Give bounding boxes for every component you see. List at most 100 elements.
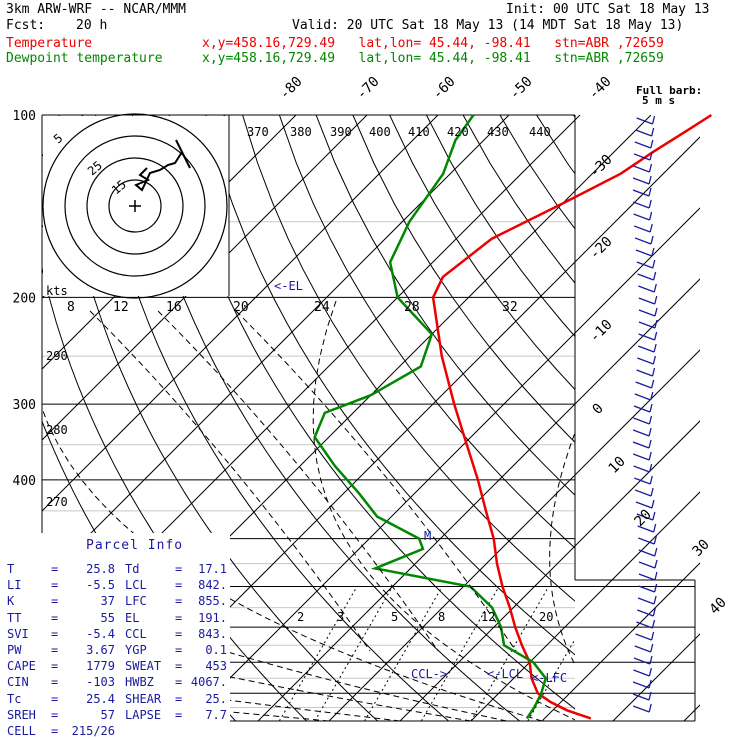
wind-barb-flag (648, 667, 653, 677)
wind-barb-flag (653, 583, 658, 593)
wind-barb (634, 489, 652, 497)
wind-barb (635, 633, 652, 641)
wind-barb (636, 621, 653, 629)
wind-barb (636, 513, 654, 521)
parcel-value: 3.67 (86, 643, 115, 657)
wind-barb (637, 597, 655, 605)
parcel-value: 842. (198, 578, 227, 593)
parcel-value: 25. (205, 691, 227, 706)
mixing-ratio-line (364, 586, 443, 721)
theta-label: 420 (447, 125, 469, 139)
temperature-line (431, 113, 713, 720)
equals-sign: = (175, 610, 183, 625)
isotherm-line (470, 491, 700, 721)
pressure-tick-label: 400 (13, 474, 36, 489)
wind-barb-flag (650, 235, 654, 245)
m-annotation: M (424, 529, 431, 543)
wind-barb (638, 333, 655, 341)
wind-barb-flag (648, 463, 653, 473)
parcel-value: -5.5 (86, 578, 115, 593)
wind-barb (632, 201, 650, 209)
hodograph-ring (108, 179, 162, 233)
parcel-key: HWBZ (125, 675, 154, 690)
parcel-value: 0.1 (205, 643, 227, 657)
wind-barb (638, 549, 656, 557)
hodograph-ring (86, 157, 184, 255)
hodograph-ring (42, 113, 228, 299)
mixing-ratio-line (527, 638, 575, 721)
parcel-value: 191. (198, 610, 227, 625)
dry-adiabat (536, 115, 575, 175)
theta-label: 440 (529, 125, 551, 139)
parcel-info-row: LI = -5.5 LCL = 842. (7, 577, 227, 593)
wind-barb-flag (648, 427, 652, 437)
mixing-ratio-line (314, 586, 393, 721)
wind-barb-flag (650, 643, 654, 653)
dry-adiabat (647, 115, 740, 721)
wind-barb (636, 117, 653, 125)
wind-barb (635, 249, 653, 257)
parcel-key: CIN (7, 675, 29, 690)
wind-barb-flag (651, 115, 656, 125)
wind-barb (638, 585, 655, 593)
isotherm-line (257, 278, 700, 721)
parcel-value: 843. (198, 626, 227, 641)
dry-adiabat (720, 115, 740, 721)
equals-sign: = (175, 626, 183, 641)
wind-barb (636, 369, 653, 377)
wind-barb (634, 237, 652, 245)
wind-barb (632, 189, 650, 197)
wind-barb-flag (648, 211, 653, 221)
temperature-axis-label: -40 (586, 74, 615, 103)
wind-barb (637, 357, 654, 365)
parcel-value: 57 (100, 707, 115, 722)
dry-adiabat (58, 115, 378, 721)
wind-barb (635, 381, 652, 389)
wind-barb-flag (649, 403, 653, 413)
wind-barb-flag (654, 307, 658, 317)
equals-sign: = (51, 691, 59, 706)
dry-adiabat (572, 115, 575, 119)
parcel-value: 215/26 (71, 724, 115, 738)
wind-barb (634, 393, 651, 401)
equals-sign: = (51, 707, 59, 722)
wind-barb (633, 669, 650, 677)
temperature-location: x,y=458.16,729.49 lat,lon= 45.44, -98.41… (202, 36, 664, 51)
parcel-key: SREH (7, 707, 36, 722)
wind-barb (637, 273, 654, 281)
parcel-key: CCL (125, 626, 147, 641)
wind-barb-flag (649, 223, 653, 233)
ccl-annotation: CCL-> (411, 667, 447, 681)
wind-barb (633, 165, 650, 173)
wind-barb (636, 261, 654, 269)
parcel-value: 453 (205, 659, 227, 674)
parcel-key: LI (7, 578, 22, 593)
wind-barb-flag (653, 595, 657, 605)
wind-barb (638, 561, 656, 569)
equals-sign: = (51, 594, 59, 609)
theta-label: 410 (408, 125, 430, 139)
pressure-tick-label: 200 (13, 291, 36, 306)
temperature-axis-label: -20 (587, 234, 616, 263)
hodograph-speed-tick: 16 (166, 300, 182, 315)
dry-adiabat (499, 115, 575, 230)
temperature-axis-label: 20 (632, 507, 655, 530)
wind-barb-flag (649, 151, 653, 161)
equals-sign: = (51, 562, 59, 576)
parcel-value: 4067. (190, 675, 227, 690)
parcel-key: CELL (7, 724, 36, 738)
parcel-info-panel (0, 533, 230, 740)
temperature-axis-label: 10 (606, 454, 629, 477)
hodograph-units-label: kts (46, 284, 68, 298)
wind-barb-flag (648, 415, 653, 425)
isotherm-line (683, 704, 700, 721)
wind-barb (633, 417, 650, 425)
wind-barb-flag (648, 163, 653, 173)
wind-barb-flag (651, 499, 655, 509)
hodograph-trace (134, 139, 191, 192)
parcel-info-title: Parcel Info (86, 538, 184, 553)
parcel-value: 1779 (86, 659, 115, 674)
forecast-label: Fcst: (6, 18, 46, 33)
